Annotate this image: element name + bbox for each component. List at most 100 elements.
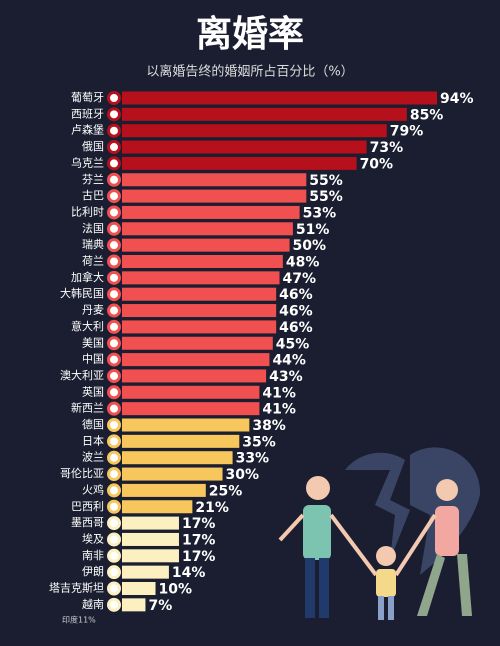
value-label: 44% bbox=[272, 353, 306, 369]
category-label: 德国 bbox=[82, 417, 104, 431]
bar bbox=[122, 500, 193, 514]
flag bbox=[107, 254, 121, 269]
bar bbox=[122, 402, 260, 416]
value-label: 41% bbox=[262, 402, 296, 418]
chart-subtitle: 以离婚告终的婚姻所占百分比（%） bbox=[146, 64, 353, 80]
flag bbox=[107, 123, 121, 138]
flag bbox=[107, 368, 121, 383]
value-label: 48% bbox=[286, 255, 320, 271]
flag bbox=[107, 91, 121, 105]
flag bbox=[107, 548, 121, 563]
category-label: 意大利 bbox=[71, 319, 104, 333]
chart-title: 离婚率 bbox=[196, 14, 304, 55]
value-label: 43% bbox=[269, 369, 303, 385]
value-label: 38% bbox=[252, 418, 286, 434]
bar bbox=[122, 516, 179, 530]
category-label: 葡萄牙 bbox=[71, 91, 104, 104]
value-label: 30% bbox=[226, 467, 260, 483]
bar bbox=[122, 156, 357, 170]
bar bbox=[122, 304, 277, 318]
value-label: 50% bbox=[293, 238, 327, 254]
category-label: 大韩民国 bbox=[60, 286, 104, 300]
category-label: 加拿大 bbox=[71, 270, 104, 284]
flag bbox=[107, 270, 121, 285]
value-label: 17% bbox=[182, 516, 216, 532]
category-label: 日本 bbox=[82, 433, 104, 447]
flag bbox=[107, 238, 121, 253]
category-label: 法国 bbox=[82, 221, 104, 235]
category-label: 墨西哥 bbox=[71, 516, 104, 529]
value-label: 21% bbox=[195, 500, 229, 516]
category-label: 古巴 bbox=[82, 189, 104, 202]
value-label: 46% bbox=[279, 287, 313, 303]
bar bbox=[122, 418, 250, 432]
bar bbox=[122, 483, 206, 497]
flag bbox=[107, 385, 121, 400]
bar bbox=[122, 549, 179, 563]
bar bbox=[122, 565, 169, 579]
flag bbox=[107, 401, 121, 416]
flag bbox=[107, 352, 121, 367]
category-label: 埃及 bbox=[82, 531, 104, 545]
flag bbox=[107, 597, 121, 612]
bar bbox=[122, 91, 437, 105]
flag bbox=[107, 418, 121, 432]
category-label: 英国 bbox=[82, 384, 104, 398]
value-label: 14% bbox=[172, 565, 206, 581]
category-label: 芬兰 bbox=[82, 173, 104, 186]
flag bbox=[107, 303, 121, 318]
category-label: 西班牙 bbox=[71, 107, 104, 120]
category-label: 乌克兰 bbox=[71, 155, 104, 169]
flag bbox=[107, 499, 121, 514]
flag bbox=[107, 221, 121, 236]
category-label: 荷兰 bbox=[82, 255, 104, 268]
category-label: 波兰 bbox=[82, 451, 104, 464]
bar bbox=[122, 173, 307, 187]
flag bbox=[107, 156, 121, 171]
value-label: 73% bbox=[370, 140, 404, 156]
bar bbox=[122, 140, 367, 154]
flag bbox=[107, 140, 121, 155]
flag bbox=[107, 581, 121, 596]
category-label: 澳大利亚 bbox=[60, 368, 104, 382]
category-label: 哥伦比亚 bbox=[60, 466, 104, 480]
value-label: 51% bbox=[296, 222, 330, 238]
flag bbox=[107, 450, 121, 465]
flag bbox=[107, 532, 121, 547]
value-label: 94% bbox=[440, 91, 474, 107]
bar bbox=[122, 451, 233, 465]
bar bbox=[122, 238, 290, 252]
value-label: 53% bbox=[303, 205, 337, 221]
bar bbox=[122, 189, 307, 203]
value-label: 46% bbox=[279, 304, 313, 320]
value-label: 35% bbox=[242, 434, 276, 450]
bar bbox=[122, 369, 267, 383]
bar bbox=[122, 532, 179, 546]
flag bbox=[107, 434, 121, 449]
category-label: 塔吉克斯坦 bbox=[49, 581, 104, 595]
value-label: 46% bbox=[279, 320, 313, 336]
category-label: 南非 bbox=[82, 549, 104, 562]
bar bbox=[122, 222, 293, 236]
category-label: 比利时 bbox=[71, 205, 104, 218]
value-label: 45% bbox=[276, 336, 310, 352]
flag bbox=[107, 287, 121, 302]
bar bbox=[122, 287, 277, 301]
value-label: 85% bbox=[410, 107, 444, 123]
category-label: 伊朗 bbox=[82, 565, 104, 578]
category-label: 卢森堡 bbox=[71, 123, 104, 137]
flag bbox=[107, 319, 121, 334]
value-label: 70% bbox=[360, 156, 394, 172]
annotation: 印度11% bbox=[62, 615, 96, 625]
bar bbox=[122, 124, 387, 138]
category-label: 中国 bbox=[82, 353, 104, 366]
category-label: 丹麦 bbox=[82, 304, 104, 317]
flag bbox=[107, 172, 121, 187]
bar bbox=[122, 353, 270, 367]
value-label: 41% bbox=[262, 385, 296, 401]
flag bbox=[107, 483, 121, 498]
bar bbox=[122, 107, 407, 121]
value-label: 47% bbox=[283, 271, 317, 287]
flag bbox=[107, 467, 121, 482]
